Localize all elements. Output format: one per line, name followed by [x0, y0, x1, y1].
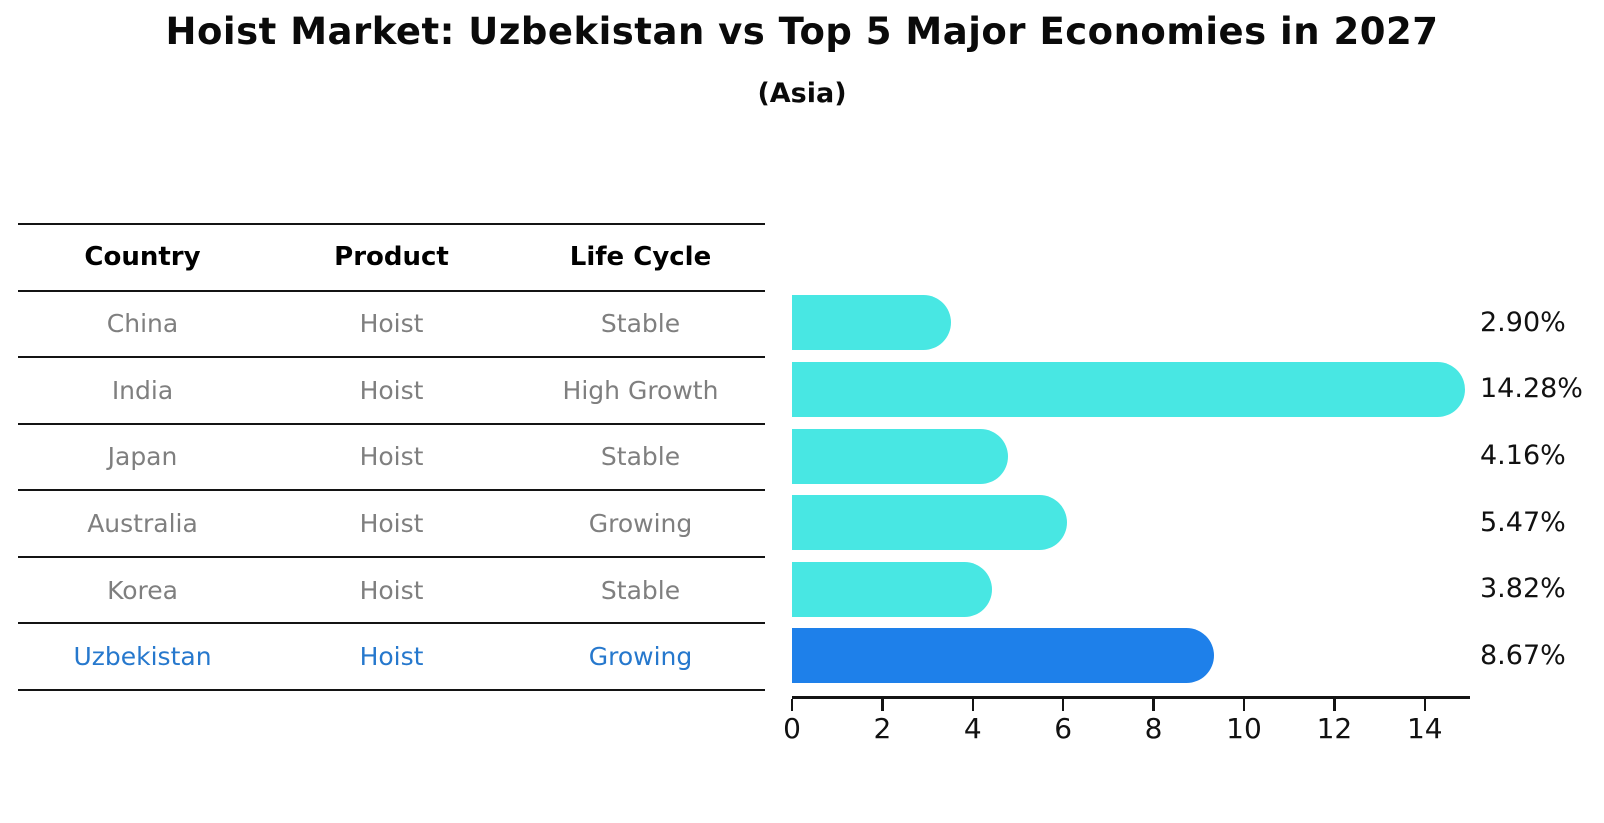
value-label-korea: 3.82%: [1480, 573, 1566, 605]
x-tick-label-6: 6: [1054, 712, 1073, 745]
x-tick-2: [881, 698, 884, 711]
cell-country-japan: Japan: [107, 442, 178, 472]
cell-product-australia: Hoist: [359, 509, 424, 539]
x-tick-label-14: 14: [1406, 712, 1443, 745]
value-label-china: 2.90%: [1480, 306, 1566, 338]
bar-japan: [792, 428, 1008, 484]
table-row-japan: Japan Hoist Stable: [18, 425, 765, 492]
table-row-china: China Hoist Stable: [18, 292, 765, 359]
x-tick-0: [790, 698, 794, 711]
value-label-india: 14.28%: [1480, 373, 1583, 405]
chart-title: Hoist Market: Uzbekistan vs Top 5 Major …: [165, 10, 1439, 53]
x-tick-12: [1333, 698, 1336, 711]
bar-china: [792, 295, 951, 351]
cell-life-cycle-japan: Stable: [600, 442, 681, 472]
cell-life-cycle-china: Stable: [600, 309, 681, 339]
data-table: Country Product Life Cycle China Hoist Stable…: [18, 223, 765, 691]
cell-life-cycle-india: High Growth: [562, 375, 719, 405]
cell-product-korea: Hoist: [359, 575, 424, 605]
x-tick-label-10: 10: [1226, 712, 1262, 745]
x-tick-label-0: 0: [783, 712, 801, 745]
cell-product-uzbekistan: Hoist: [359, 642, 424, 672]
table-row-australia: Australia Hoist Growing: [18, 491, 765, 558]
x-tick-label-12: 12: [1316, 712, 1353, 745]
cell-country-korea: Korea: [107, 575, 178, 605]
cell-life-cycle-australia: Growing: [588, 509, 693, 539]
chart-subtitle: (Asia): [757, 78, 847, 109]
value-label-uzbekistan: 8.67%: [1480, 639, 1566, 671]
x-tick-14: [1423, 698, 1427, 711]
table-header-country: Country: [84, 242, 201, 273]
bar-korea: [792, 561, 993, 617]
cell-product-china: Hoist: [359, 309, 424, 339]
bar-uzbekistan: [792, 628, 1215, 684]
value-label-australia: 5.47%: [1480, 506, 1566, 538]
table-header-row: Country Product Life Cycle: [18, 225, 765, 292]
x-tick-6: [1061, 698, 1065, 711]
cell-product-japan: Hoist: [359, 442, 424, 472]
table-header-product: Product: [334, 242, 449, 273]
bar-australia: [792, 495, 1067, 551]
cell-country-china: China: [106, 309, 179, 339]
cell-life-cycle-korea: Stable: [600, 575, 681, 605]
x-tick-8: [1152, 698, 1155, 711]
cell-life-cycle-uzbekistan: Growing: [588, 642, 693, 672]
cell-country-india: India: [111, 375, 174, 405]
table-row-india: India Hoist High Growth: [18, 358, 765, 425]
x-axis-line: [792, 696, 1470, 699]
x-tick-label-4: 4: [963, 712, 982, 745]
x-tick-label-2: 2: [873, 712, 892, 745]
cell-country-australia: Australia: [87, 509, 198, 539]
cell-product-india: Hoist: [359, 375, 424, 405]
table-header-life-cycle: Life Cycle: [569, 242, 712, 273]
x-tick-label-8: 8: [1144, 712, 1163, 745]
x-tick-4: [971, 698, 975, 711]
value-label-japan: 4.16%: [1480, 440, 1566, 471]
x-tick-10: [1242, 698, 1246, 711]
cell-country-uzbekistan: Uzbekistan: [73, 642, 212, 672]
bar-india: [792, 361, 1465, 417]
table-row-korea: Korea Hoist Stable: [18, 558, 765, 625]
table-row-uzbekistan: Uzbekistan Hoist Growing: [18, 624, 765, 691]
